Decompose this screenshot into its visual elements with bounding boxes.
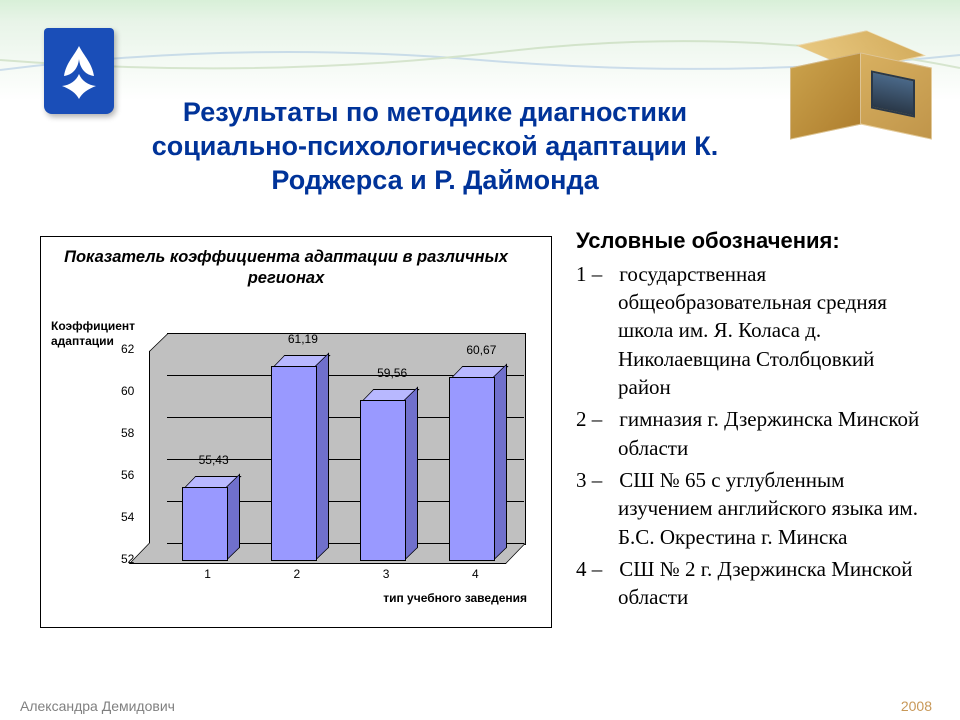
y-tick: 52 (121, 552, 134, 566)
chart-title: Показатель коэффициента адаптации в разл… (41, 247, 531, 290)
x-tick: 4 (472, 567, 479, 581)
footer-year: 2008 (901, 698, 932, 714)
legend-item: 4 – СШ № 2 г. Дзержинска Минской области (576, 555, 930, 612)
bar-value-label: 59,56 (377, 366, 407, 380)
logo-shield (44, 28, 114, 114)
x-tick: 3 (383, 567, 390, 581)
decorative-cube (780, 40, 940, 180)
bar-value-label: 61,19 (288, 332, 318, 346)
y-tick: 58 (121, 426, 134, 440)
bar-value-label: 60,67 (466, 343, 496, 357)
plot-area: 52545658606255,43161,19259,56360,674 (149, 349, 524, 559)
legend-item: 2 – гимназия г. Дзержинска Минской облас… (576, 405, 930, 462)
x-tick: 2 (294, 567, 301, 581)
footer-author: Александра Демидович (20, 698, 175, 714)
slide: Результаты по методике диагностики социа… (0, 0, 960, 720)
y-tick: 62 (121, 342, 134, 356)
y-tick: 60 (121, 384, 134, 398)
bar-chart: Показатель коэффициента адаптации в разл… (40, 236, 552, 628)
y-tick: 56 (121, 468, 134, 482)
y-tick: 54 (121, 510, 134, 524)
bar-value-label: 55,43 (199, 453, 229, 467)
legend-title: Условные обозначения: (576, 226, 930, 256)
slide-title: Результаты по методике диагностики социа… (110, 96, 760, 197)
x-tick: 1 (204, 567, 211, 581)
x-axis-label: тип учебного заведения (383, 591, 527, 605)
legend: Условные обозначения: 1 – государственна… (576, 226, 930, 616)
legend-item: 3 – СШ № 65 с углубленным изучением англ… (576, 466, 930, 551)
legend-item: 1 – государственная общеобразовательная … (576, 260, 930, 402)
